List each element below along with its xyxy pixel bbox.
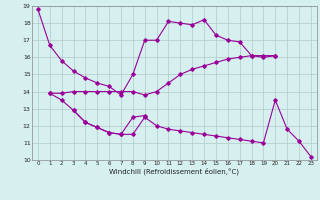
- X-axis label: Windchill (Refroidissement éolien,°C): Windchill (Refroidissement éolien,°C): [109, 168, 239, 175]
